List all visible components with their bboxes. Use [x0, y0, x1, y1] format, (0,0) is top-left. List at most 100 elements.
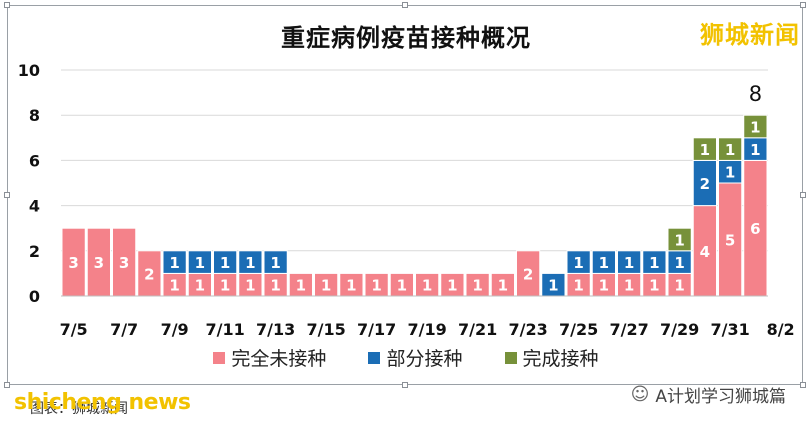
- data-label: 1: [296, 277, 306, 295]
- data-label: 1: [674, 277, 684, 295]
- data-label: 2: [144, 265, 154, 283]
- data-label: 1: [725, 164, 735, 182]
- data-label: 3: [94, 254, 104, 272]
- bar-segment: [187, 250, 212, 274]
- resize-handle-tm[interactable]: [402, 2, 408, 8]
- data-label: 1: [169, 277, 179, 295]
- x-tick-label: 7/15: [307, 320, 346, 339]
- bar-segment: [162, 250, 187, 274]
- data-label: 1: [624, 254, 634, 272]
- bar-segment: [591, 250, 616, 274]
- y-tick-label: 6: [29, 151, 40, 170]
- resize-handle-br[interactable]: [800, 382, 806, 388]
- data-label: 1: [725, 141, 735, 159]
- y-tick-label: 0: [29, 287, 40, 306]
- chart-title: 重症病例疫苗接种概况: [281, 24, 531, 52]
- data-label: 2: [700, 175, 710, 193]
- data-label: 1: [750, 119, 760, 137]
- data-label: 2: [523, 265, 533, 283]
- data-label: 1: [498, 277, 508, 295]
- bar-segment: [642, 250, 667, 274]
- legend-item-full: 完成接种: [504, 344, 599, 371]
- resize-handle-bl[interactable]: [4, 382, 10, 388]
- legend-label-partial: 部分接种: [386, 348, 463, 370]
- data-label: 1: [169, 254, 179, 272]
- bar-segment: [566, 250, 591, 274]
- data-label: 3: [119, 254, 129, 272]
- resize-handle-mr[interactable]: [800, 192, 806, 198]
- bar-segment: [692, 137, 717, 161]
- wechat-icon: ☺: [630, 384, 650, 405]
- legend-label-unvaccinated: 完全未接种: [231, 348, 327, 370]
- data-label: 4: [700, 243, 710, 261]
- x-tick-label: 8/2: [767, 320, 795, 339]
- x-tick-label: 7/19: [408, 320, 447, 339]
- data-label: 1: [270, 254, 280, 272]
- data-label: 1: [346, 277, 356, 295]
- total-annotation: 8: [749, 82, 762, 106]
- data-label: 1: [649, 277, 659, 295]
- data-label: 1: [220, 277, 230, 295]
- x-tick-label: 7/21: [458, 320, 497, 339]
- chart-caption: 图表：狮城新闻: [30, 401, 128, 417]
- data-label: 1: [599, 277, 609, 295]
- data-label: 1: [321, 277, 331, 295]
- bar-segment: [263, 250, 288, 274]
- data-label: 1: [245, 277, 255, 295]
- data-label: 1: [270, 277, 280, 295]
- legend-swatch-full: [504, 351, 517, 364]
- x-tick-label: 7/11: [206, 320, 245, 339]
- bar-segment: [213, 250, 238, 274]
- resize-handle-bm[interactable]: [402, 382, 408, 388]
- data-label: 1: [447, 277, 457, 295]
- data-label: 1: [245, 254, 255, 272]
- bar-segment: [743, 114, 768, 139]
- y-tick-label: 2: [29, 242, 40, 261]
- data-label: 1: [674, 254, 684, 272]
- data-label: 1: [573, 277, 583, 295]
- data-label: 1: [573, 254, 583, 272]
- x-tick-label: 7/13: [256, 320, 295, 339]
- chart-frame: [4, 2, 806, 388]
- data-label: 6: [750, 220, 760, 238]
- legend-item-partial: 部分接种: [368, 344, 463, 371]
- x-tick-label: 7/23: [509, 320, 548, 339]
- resize-handle-tl[interactable]: [4, 2, 10, 8]
- x-tick-label: 7/27: [610, 320, 649, 339]
- data-label: 1: [472, 277, 482, 295]
- brand-logo-top: 狮城新闻: [700, 21, 800, 49]
- legend-item-unvaccinated: 完全未接种: [213, 344, 326, 371]
- data-label: 1: [700, 141, 710, 159]
- y-tick-label: 8: [29, 106, 40, 125]
- x-tick-label: 7/31: [711, 320, 750, 339]
- y-tick-label: 10: [18, 61, 40, 80]
- data-label: 3: [68, 254, 78, 272]
- resize-handle-ml[interactable]: [4, 192, 10, 198]
- x-tick-label: 7/7: [110, 320, 138, 339]
- wechat-account: ☺ A计划学习狮城篇: [631, 382, 786, 407]
- x-tick-label: 7/5: [60, 320, 88, 339]
- legend-swatch-unvaccinated: [213, 351, 226, 364]
- bar-segment: [617, 250, 642, 274]
- data-label: 1: [750, 141, 760, 159]
- legend-label-full: 完成接种: [522, 348, 599, 370]
- data-label: 1: [624, 277, 634, 295]
- brand-watermark-bottom: shicheng news: [14, 390, 191, 415]
- legend-swatch-partial: [368, 351, 381, 364]
- x-tick-label: 7/29: [660, 320, 699, 339]
- y-tick-label: 4: [29, 197, 40, 216]
- data-label: 1: [220, 254, 230, 272]
- data-label: 1: [649, 254, 659, 272]
- data-label: 1: [195, 254, 205, 272]
- bar-segment: [667, 227, 692, 252]
- data-label: 1: [371, 277, 381, 295]
- data-label: 1: [599, 254, 609, 272]
- chart-legend: 完全未接种 部分接种 完成接种: [0, 344, 812, 371]
- bar-segment: [238, 250, 263, 274]
- data-label: 1: [397, 277, 407, 295]
- data-label: 5: [725, 232, 735, 250]
- x-tick-label: 7/9: [161, 320, 189, 339]
- x-tick-label: 7/17: [357, 320, 396, 339]
- resize-handle-tr[interactable]: [800, 2, 806, 8]
